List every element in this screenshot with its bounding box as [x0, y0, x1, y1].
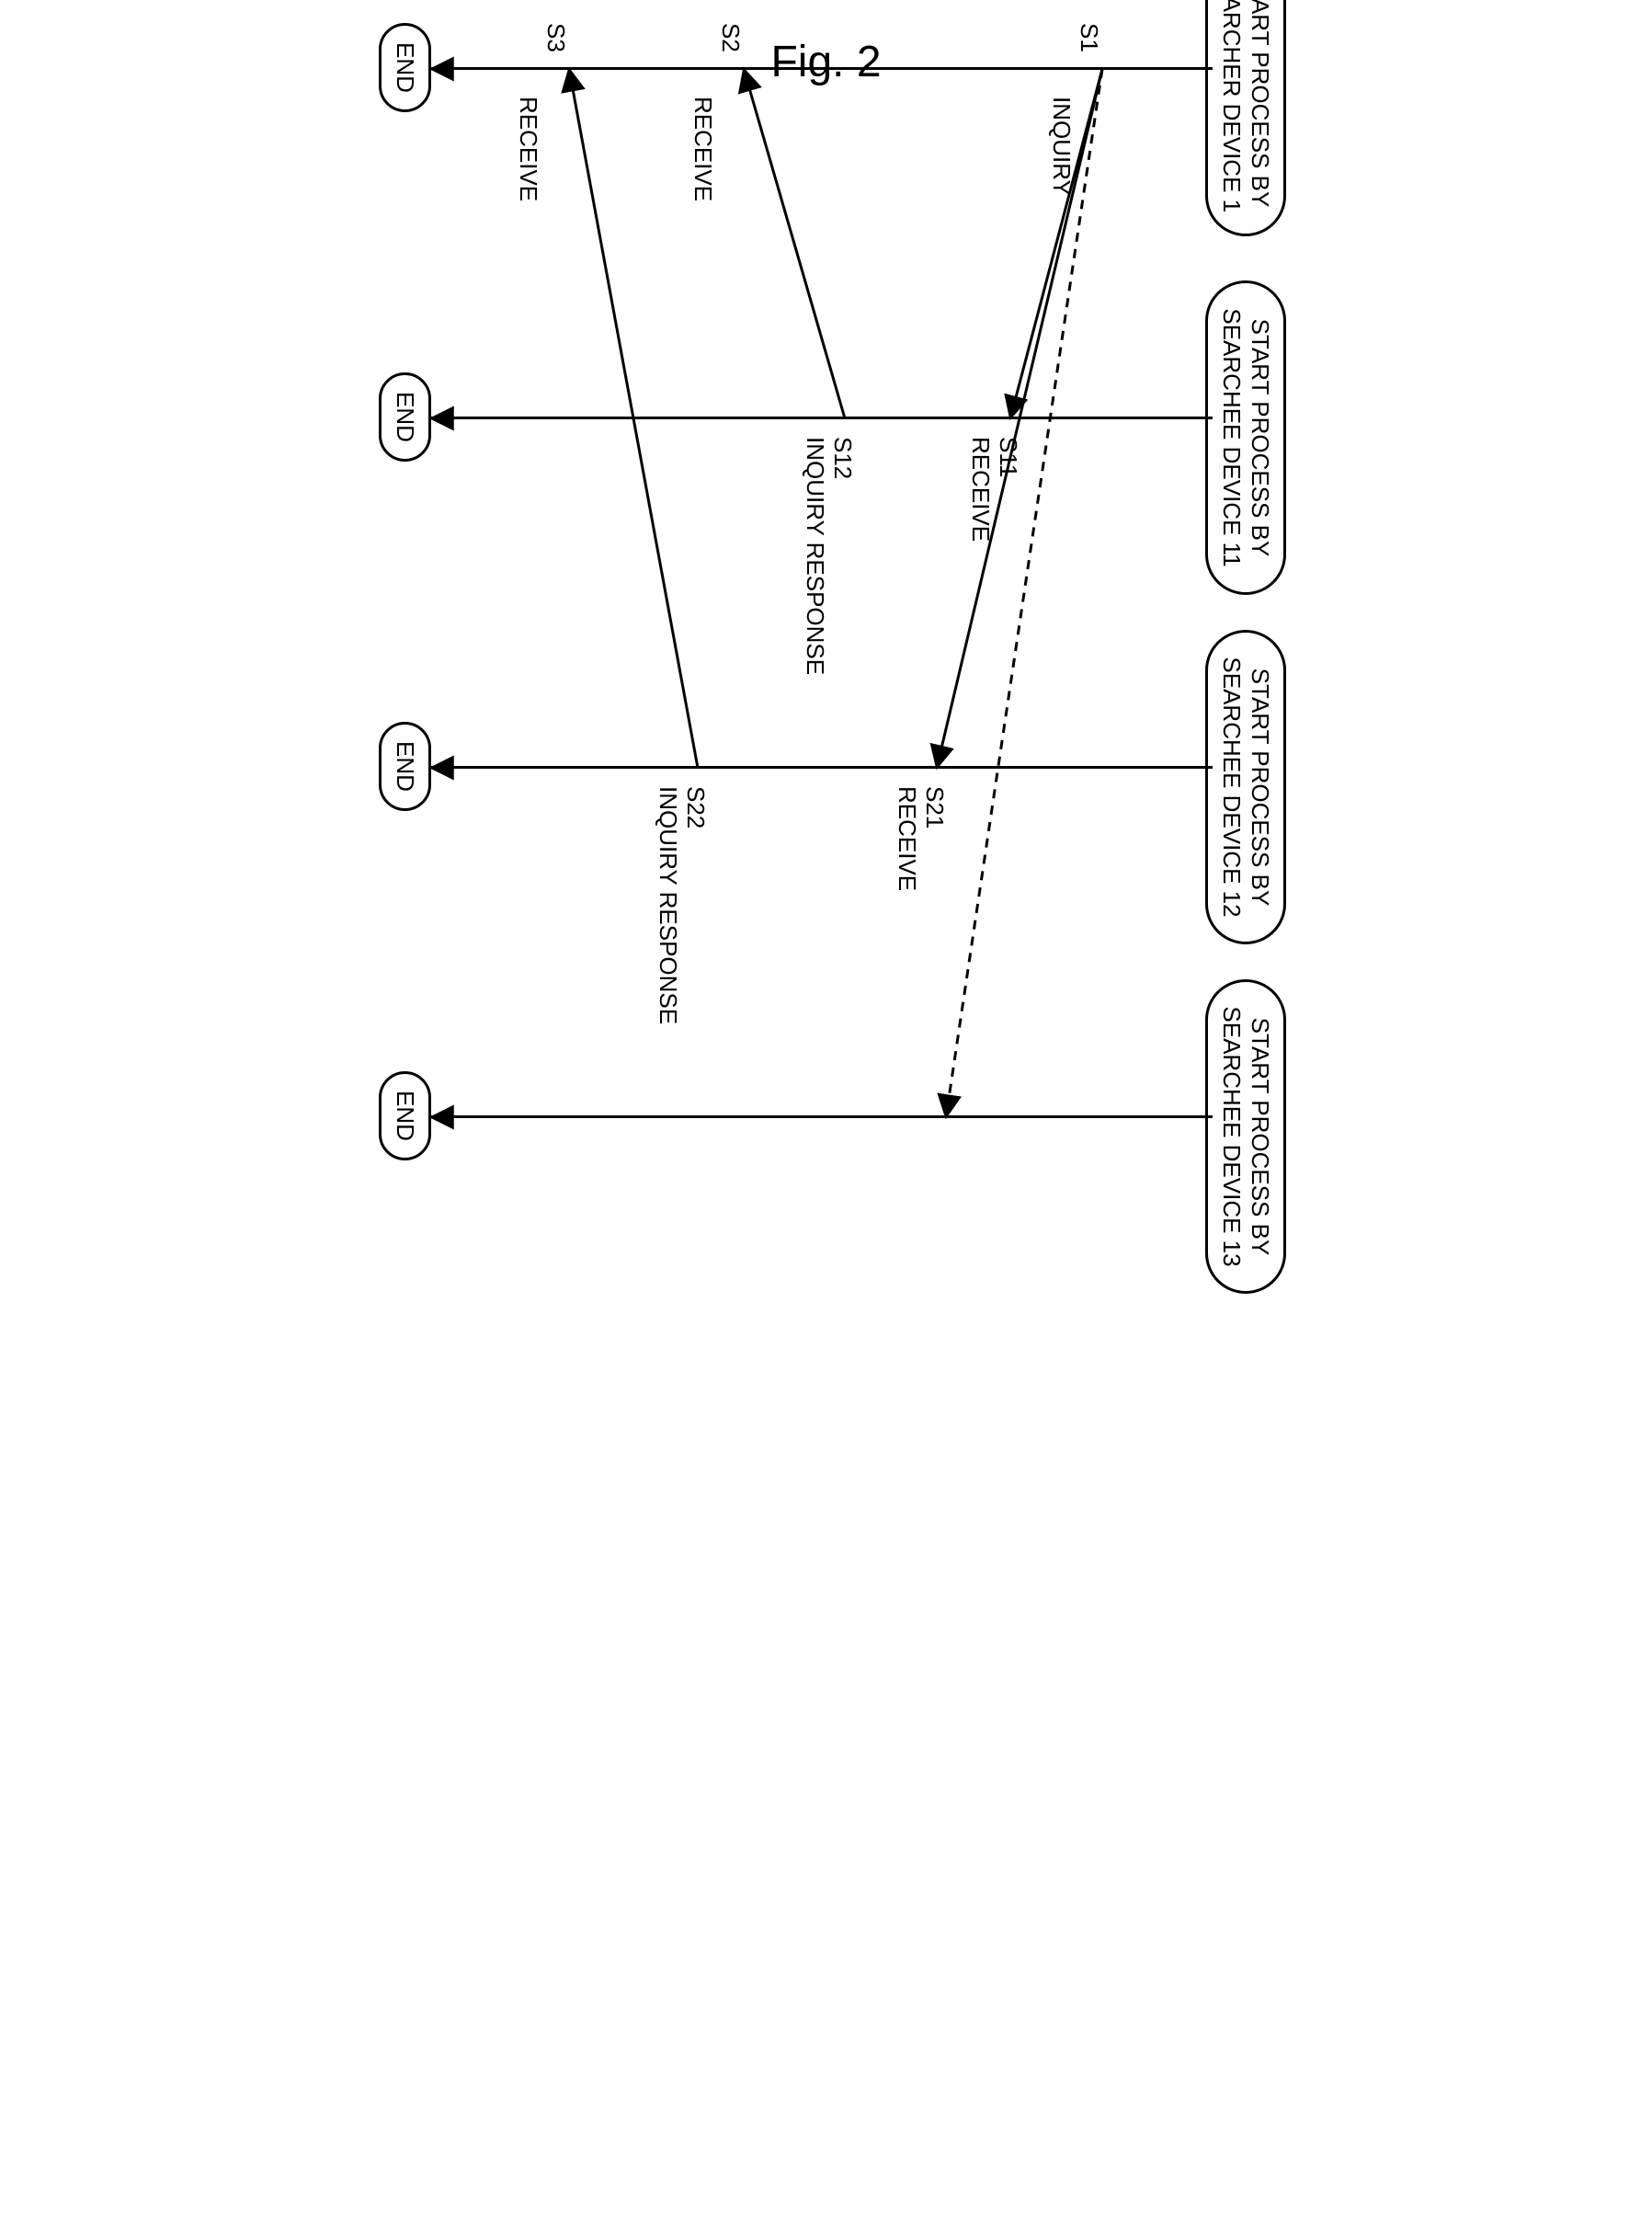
s11-code: S11	[995, 437, 1022, 477]
terminal-end-searcher: END	[378, 23, 430, 112]
step-s1-code: S1	[1075, 23, 1102, 52]
s12-code: S12	[829, 437, 857, 479]
terminal-start-d11: START PROCESS BY SEARCHEE DEVICE 11	[1204, 280, 1285, 595]
step-s12: S12 INQUIRY RESPONSE	[801, 437, 856, 675]
end-label: END	[392, 42, 419, 93]
step-s2-code: S2	[716, 23, 744, 52]
start-line1: START PROCESS BY	[1247, 0, 1274, 207]
start-line1: START PROCESS BY	[1247, 668, 1274, 907]
step-s3-code: S3	[541, 23, 569, 52]
end-label: END	[392, 392, 419, 442]
step-s2-text: RECEIVE	[689, 97, 716, 201]
s22-text: INQUIRY RESPONSE	[655, 786, 682, 1024]
terminal-end-d13: END	[378, 1071, 430, 1160]
step-s22: S22 INQUIRY RESPONSE	[654, 786, 709, 1024]
start-line2: SEARCHEE DEVICE 12	[1217, 657, 1245, 917]
terminal-end-d12: END	[378, 722, 430, 811]
s21-text: RECEIVE	[894, 786, 921, 891]
step-s21: S21 RECEIVE	[893, 786, 948, 891]
step-s11: S11 RECEIVE	[966, 437, 1021, 542]
terminal-start-d13: START PROCESS BY SEARCHEE DEVICE 13	[1204, 979, 1285, 1294]
start-line2: SEARCHER DEVICE 1	[1217, 0, 1245, 212]
message-arrows-overlay	[321, 0, 1332, 1356]
sequence-diagram: START PROCESS BY SEARCHER DEVICE 1 END S…	[321, 0, 1332, 1356]
terminal-end-d11: END	[378, 372, 430, 462]
s21-code: S21	[921, 786, 949, 828]
lifeline-d12	[431, 766, 1213, 769]
lifeline-searcher	[431, 67, 1213, 70]
s11-text: RECEIVE	[967, 437, 995, 542]
lifeline-d11	[431, 417, 1213, 419]
terminal-start-d12: START PROCESS BY SEARCHEE DEVICE 12	[1204, 630, 1285, 944]
s22-code: S22	[682, 786, 710, 828]
step-s1-text: INQUIRY	[1047, 97, 1075, 196]
start-line1: START PROCESS BY	[1247, 319, 1274, 557]
start-line2: SEARCHEE DEVICE 13	[1217, 1006, 1245, 1266]
end-label: END	[392, 1091, 419, 1141]
start-line1: START PROCESS BY	[1247, 1018, 1274, 1256]
step-s3-text: RECEIVE	[514, 97, 541, 201]
start-line2: SEARCHEE DEVICE 11	[1217, 308, 1245, 566]
end-label: END	[392, 741, 419, 792]
lifeline-d13	[431, 1115, 1213, 1118]
s12-text: INQUIRY RESPONSE	[802, 437, 829, 675]
terminal-start-searcher: START PROCESS BY SEARCHER DEVICE 1	[1204, 0, 1285, 236]
